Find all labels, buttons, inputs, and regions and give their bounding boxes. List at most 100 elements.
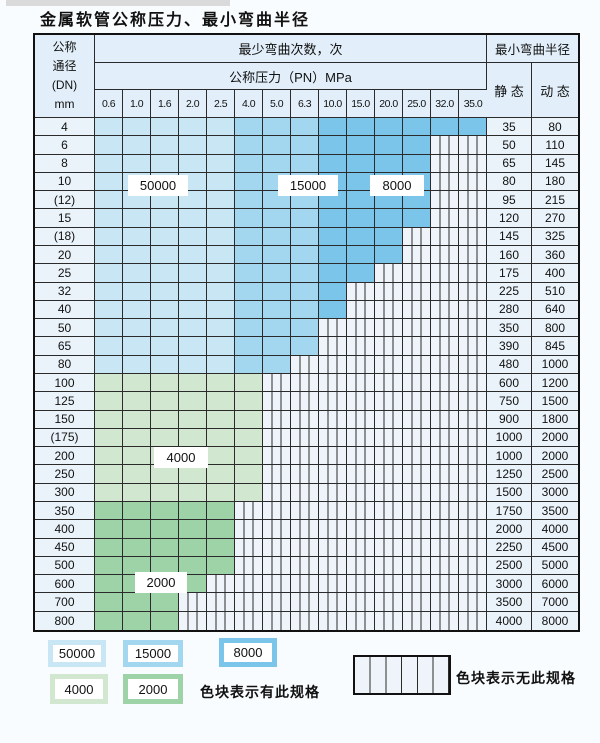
spec-cell: [235, 538, 263, 557]
spec-cell: [403, 410, 431, 429]
spec-cell: [375, 154, 403, 173]
static-value-cell: 2000: [487, 520, 532, 539]
spec-cell: [151, 319, 179, 338]
spec-cell: [207, 191, 235, 210]
legend-note-has-spec: 色块表示有此规格: [200, 684, 320, 700]
spec-cell: [151, 428, 179, 448]
spec-cell: [95, 118, 123, 137]
spec-cell: [319, 118, 347, 137]
dn-cell: 450: [35, 538, 95, 557]
spec-cell: [235, 465, 263, 484]
spec-cell: [375, 392, 403, 411]
spec-cell: [347, 502, 375, 521]
spec-cell: [95, 611, 123, 630]
spec-cell: [403, 520, 431, 539]
spec-cell: [207, 227, 235, 246]
spec-cell: [347, 136, 375, 155]
spec-cell: [263, 264, 291, 283]
spec-cell: [403, 264, 431, 283]
spec-cell: [123, 246, 151, 265]
spec-cell: [95, 392, 123, 411]
spec-cell: [319, 154, 347, 173]
spec-cell: [179, 154, 207, 173]
spec-cell: [403, 154, 431, 173]
static-value-cell: 225: [487, 282, 532, 301]
spec-cell: [459, 465, 487, 484]
dynamic-value-cell: 325: [532, 227, 578, 246]
spec-cell: [95, 575, 123, 594]
spec-cell: [95, 374, 123, 393]
spec-cell: [123, 483, 151, 502]
spec-cell: [403, 502, 431, 521]
spec-cell: [431, 374, 459, 393]
spec-cell: [207, 465, 235, 484]
region-label-4000: 4000: [154, 447, 208, 468]
dn-cell: 80: [35, 355, 95, 374]
spec-cell: [431, 282, 459, 301]
spec-cell: [151, 337, 179, 356]
dynamic-value-cell: 6000: [532, 575, 578, 594]
spec-cell: [235, 300, 263, 320]
dn-cell: 40: [35, 300, 95, 320]
spec-cell: [347, 465, 375, 484]
spec-cell: [123, 428, 151, 448]
spec-cell: [151, 593, 179, 612]
spec-cell: [319, 300, 347, 320]
static-value-cell: 80: [487, 172, 532, 192]
spec-cell: [403, 447, 431, 466]
spec-cell: [263, 209, 291, 228]
dn-cell: 700: [35, 593, 95, 612]
spec-cell: [375, 593, 403, 612]
spec-cell: [151, 502, 179, 521]
spec-cell: [151, 520, 179, 539]
static-value-cell: 145: [487, 227, 532, 246]
spec-cell: [263, 520, 291, 539]
pressure-col-header: 20.0: [375, 90, 403, 118]
spec-cell: [319, 282, 347, 301]
spec-cell: [207, 410, 235, 429]
spec-cell: [375, 300, 403, 320]
spec-cell: [207, 556, 235, 576]
spec-cell: [459, 136, 487, 155]
spec-cell: [235, 227, 263, 246]
spec-cell: [291, 355, 319, 374]
spec-cell: [123, 227, 151, 246]
spec-cell: [347, 355, 375, 374]
spec-cell: [263, 136, 291, 155]
spec-cell: [403, 392, 431, 411]
nominal-pressure-header: 公称压力（PN）MPa: [95, 63, 487, 90]
static-value-cell: 350: [487, 319, 532, 338]
spec-cell: [123, 154, 151, 173]
legend-swatch-4000: 4000: [50, 674, 108, 704]
spec-cell: [291, 319, 319, 338]
dynamic-value-cell: 845: [532, 337, 578, 356]
spec-cell: [459, 264, 487, 283]
spec-cell: [207, 611, 235, 630]
spec-cell: [375, 428, 403, 448]
static-value-cell: 95: [487, 191, 532, 210]
dynamic-value-cell: 110: [532, 136, 578, 155]
spec-cell: [403, 428, 431, 448]
spec-cell: [235, 282, 263, 301]
spec-cell: [403, 227, 431, 246]
spec-cell: [319, 447, 347, 466]
spec-cell: [123, 465, 151, 484]
spec-cell: [151, 118, 179, 137]
spec-cell: [431, 227, 459, 246]
pressure-col-header: 15.0: [347, 90, 375, 118]
spec-cell: [235, 246, 263, 265]
spec-cell: [235, 410, 263, 429]
spec-cell: [319, 502, 347, 521]
dn-header-line: 公称: [52, 40, 77, 54]
spec-cell: [263, 337, 291, 356]
static-value-cell: 2500: [487, 556, 532, 576]
static-column-header: 静 态: [487, 63, 532, 118]
spec-cell: [347, 556, 375, 576]
spec-cell: [207, 575, 235, 594]
dn-cell: 200: [35, 447, 95, 466]
spec-cell: [151, 264, 179, 283]
spec-cell: [459, 300, 487, 320]
spec-cell: [431, 575, 459, 594]
spec-cell: [95, 465, 123, 484]
pressure-col-header: 32.0: [431, 90, 459, 118]
